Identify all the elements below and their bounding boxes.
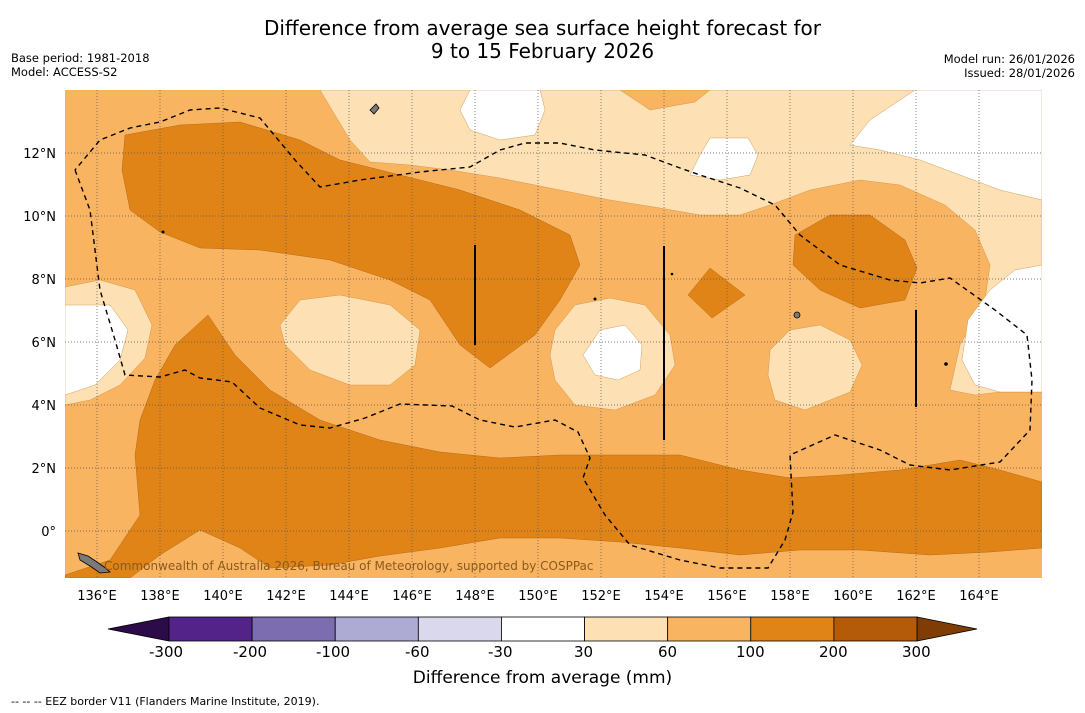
band-neutral-north-1 — [459, 90, 546, 141]
model-run: Model run: 26/01/2026 — [943, 52, 1075, 66]
lon-label-136e: 136°E — [77, 589, 117, 604]
island-south-west — [77, 552, 111, 574]
lon-label-160e: 160°E — [833, 589, 873, 604]
band-neutral-west — [65, 304, 129, 396]
island-dot-3 — [944, 362, 948, 366]
lon-label-146e: 146°E — [392, 589, 432, 604]
base-period: Base period: 1981-2018 — [11, 51, 150, 65]
lat-label-2n: 2°N — [32, 462, 57, 477]
band-30-60-patch-east — [767, 324, 863, 411]
colorbar-tick-200: 200 — [819, 643, 848, 661]
lon-label-138e: 138°E — [140, 589, 180, 604]
lon-label-162e: 162°E — [896, 589, 936, 604]
lat-label-4n: 4°N — [32, 399, 57, 414]
band-neutral-patch-central — [582, 324, 643, 381]
colorbar-swatch-8 — [833, 616, 918, 642]
colorbar-swatch-1 — [251, 616, 336, 642]
lon-label-140e: 140°E — [203, 589, 243, 604]
lat-label-0: 0° — [41, 525, 56, 540]
colorbar — [107, 616, 978, 642]
band-neutral-north-2 — [689, 137, 759, 181]
band-30-60-north — [319, 90, 1042, 396]
colorbar-swatch-5 — [584, 616, 669, 642]
lon-label-142e: 142°E — [266, 589, 306, 604]
colorbar-title: Difference from average (mm) — [412, 668, 673, 688]
band-60-100-patch-top — [619, 90, 711, 111]
colorbar-tick-minus-30: -30 — [488, 643, 513, 661]
colorbar-tick-30: 30 — [574, 643, 594, 661]
colorbar-tick-minus-200: -200 — [233, 643, 268, 661]
lon-label-156e: 156°E — [707, 589, 747, 604]
colorbar-tick-60: 60 — [658, 643, 678, 661]
colorbar-swatch-0 — [168, 616, 253, 642]
band-100-200-patch-small — [687, 267, 746, 319]
colorbar-extend-high — [916, 616, 978, 642]
colorbar-tick-minus-300: -300 — [149, 643, 184, 661]
colorbar-swatch-2 — [334, 616, 419, 642]
band-100-200-south — [65, 314, 1042, 578]
map-plot-area — [65, 90, 1042, 578]
lon-label-164e: 164°E — [959, 589, 999, 604]
lon-label-154e: 154°E — [644, 589, 684, 604]
lon-label-148e: 148°E — [455, 589, 495, 604]
title-line-1: Difference from average sea surface heig… — [263, 16, 822, 40]
band-neutral-east — [961, 264, 1042, 393]
lat-label-8n: 8°N — [32, 273, 57, 288]
colorbar-swatch-7 — [750, 616, 835, 642]
eez-border — [74, 107, 1033, 569]
latitude-labels: 12°N 10°N 8°N 6°N 4°N 2°N 0° — [23, 147, 56, 540]
colorbar-swatch-6 — [667, 616, 752, 642]
lat-label-6n: 6°N — [32, 336, 57, 351]
lon-label-150e: 150°E — [518, 589, 558, 604]
lon-label-144e: 144°E — [329, 589, 369, 604]
island-east — [793, 311, 801, 319]
island-dot-4 — [670, 272, 674, 276]
colorbar-extend-low — [107, 616, 170, 642]
lon-label-158e: 158°E — [770, 589, 810, 604]
model-name: Model: ACCESS-S2 — [11, 65, 118, 79]
island-dot-2 — [593, 297, 597, 301]
band-30-60-patch-west — [279, 294, 421, 386]
colorbar-tick-minus-100: -100 — [316, 643, 351, 661]
colorbar-tick-minus-60: -60 — [405, 643, 430, 661]
colorbar-swatch-4 — [501, 616, 585, 642]
island-dot-1 — [161, 230, 165, 234]
longitude-labels: 136°E 138°E 140°E 142°E 144°E 146°E 148°… — [77, 589, 999, 604]
lat-label-10n: 10°N — [23, 210, 56, 225]
title-line-2: 9 to 15 February 2026 — [430, 39, 655, 63]
colorbar-tick-300: 300 — [902, 643, 931, 661]
band-100-200-patch-northeast — [792, 214, 918, 309]
island-markers — [474, 245, 917, 440]
lon-label-152e: 152°E — [581, 589, 621, 604]
colorbar-swatch-3 — [417, 616, 502, 642]
colorbar-tick-100: 100 — [736, 643, 765, 661]
copyright-text: Commonwealth of Australia 2026, Bureau o… — [104, 559, 594, 573]
band-neutral-northeast — [849, 90, 1042, 201]
issued-date: Issued: 28/01/2026 — [964, 66, 1075, 80]
lat-label-12n: 12°N — [23, 147, 56, 162]
eez-footnote: -- -- -- EEZ border V11 (Flanders Marine… — [11, 695, 320, 708]
island-north — [369, 103, 380, 115]
